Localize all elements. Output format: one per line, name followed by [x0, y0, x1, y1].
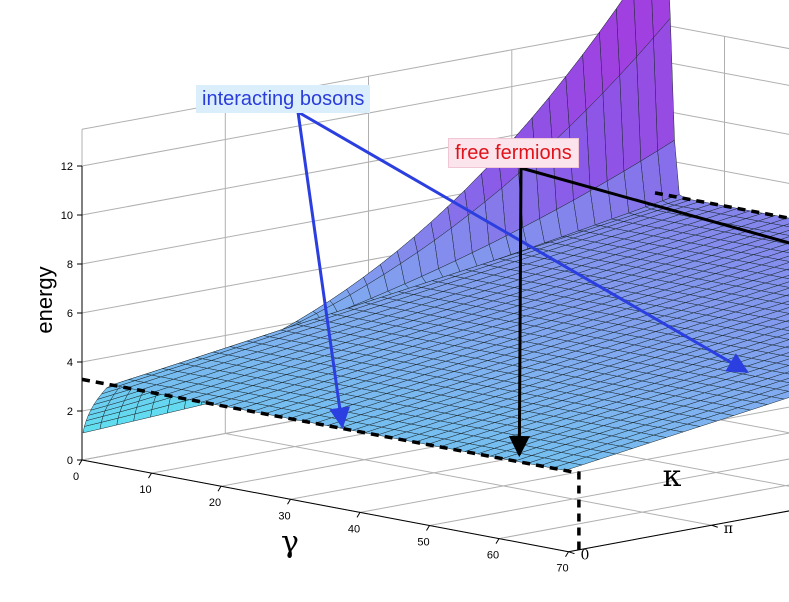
kappa-tick-label: π [724, 521, 733, 537]
z-tick-label: 4 [67, 357, 73, 369]
x-axis-label: γ [281, 525, 299, 560]
z-tick-label: 10 [61, 210, 73, 222]
x-tick-label: 60 [487, 550, 499, 562]
z-axis-label: energy [32, 266, 57, 333]
z-tick-label: 2 [67, 406, 73, 418]
surface-patch [782, 275, 789, 280]
surface-patch [781, 326, 789, 331]
z-tick-label: 6 [67, 308, 73, 320]
energy-surface [82, 0, 789, 471]
x-tick-label: 10 [139, 484, 151, 496]
surface-patch [780, 352, 789, 357]
surface-patch [782, 249, 789, 254]
x-tick-label: 20 [209, 497, 221, 509]
surface-patch [785, 320, 789, 323]
surface-patch [784, 371, 789, 375]
z-tick-label: 0 [67, 455, 73, 467]
surface-patch [781, 300, 789, 306]
free-fermions-callout: free fermions [448, 138, 579, 168]
x-tick-label: 0 [73, 471, 79, 483]
free-fermion-limit-line [81, 377, 581, 554]
fermions-arrow [508, 167, 530, 458]
axis-ticks: 0246810120102030405060700π2π3π4π [61, 161, 789, 575]
fermions-arrow [520, 166, 789, 245]
kappa-tick-label: 0 [581, 548, 590, 564]
interacting-bosons-callout: interacting bosons [196, 85, 371, 113]
bosons-arrow [297, 110, 749, 373]
z-tick-label: 12 [61, 161, 73, 173]
surface-patch [784, 345, 789, 349]
x-tick-label: 30 [278, 510, 290, 522]
y-axis-label: κ [663, 459, 682, 494]
annotation-arrows [296, 110, 789, 458]
free-fermion-limit-lines [81, 191, 789, 554]
x-tick-label: 40 [348, 523, 360, 535]
surface-patch [552, 462, 583, 471]
x-tick-label: 50 [417, 537, 429, 549]
x-tick-label: 70 [556, 563, 568, 575]
bosons-arrow [296, 111, 351, 429]
z-tick-label: 8 [67, 259, 73, 271]
surface-patch [783, 223, 789, 228]
